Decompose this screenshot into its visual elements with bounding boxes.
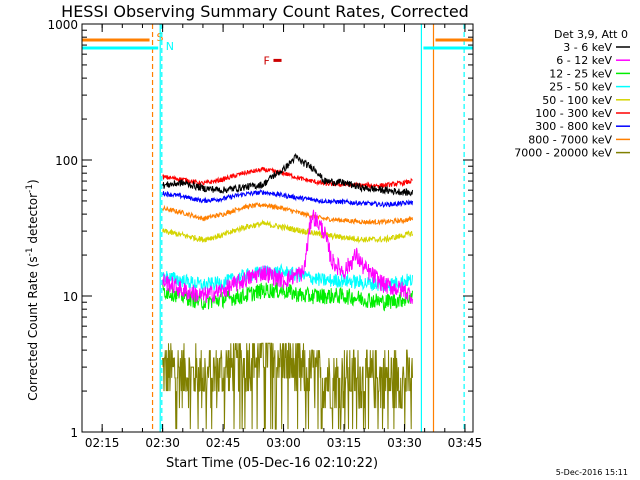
series-7 — [162, 201, 413, 226]
legend-label-8: 7000 - 20000 keV — [514, 147, 612, 160]
x-tick-label-3: 03:00 — [266, 436, 301, 450]
y-tick-label-2: 100 — [55, 154, 78, 168]
footer-timestamp: 5-Dec-2016 15:11 — [556, 468, 628, 477]
x-tick-label-0: 02:15 — [85, 436, 120, 450]
series-4 — [162, 219, 413, 244]
legend-label-3: 25 - 50 keV — [549, 81, 612, 94]
chart-title: HESSI Observing Summary Count Rates, Cor… — [61, 2, 469, 21]
att-label-n: N — [166, 40, 174, 53]
legend-label-7: 800 - 7000 keV — [528, 133, 612, 146]
series-5 — [162, 166, 413, 190]
series-0 — [162, 152, 413, 197]
legend-label-5: 100 - 300 keV — [535, 107, 612, 120]
y-axis-label-sup1: -1 — [25, 247, 35, 256]
x-tick-label-5: 03:30 — [387, 436, 422, 450]
series-1 — [162, 209, 413, 304]
legend-label-4: 50 - 100 keV — [542, 94, 612, 107]
y-axis-label-end: ) — [26, 179, 40, 184]
legend-label-0: 3 - 6 keV — [563, 41, 612, 54]
x-tick-label-4: 03:15 — [327, 436, 362, 450]
y-tick-label-3: 1000 — [47, 18, 78, 32]
y-axis-label-main: Corrected Count Rate (s — [26, 256, 40, 400]
legend-label-1: 6 - 12 keV — [556, 54, 612, 67]
series-8 — [162, 342, 413, 430]
y-axis-label-mid: detector — [26, 193, 40, 248]
legend-label-2: 12 - 25 keV — [549, 67, 612, 80]
legend-label-6: 300 - 800 keV — [535, 120, 612, 133]
flare-marker-label: F — [263, 54, 269, 67]
y-axis-label: Corrected Count Rate (s-1 detector-1) — [25, 179, 40, 400]
y-tick-label-0: 1 — [70, 426, 78, 440]
axes-group: 02:15 02:30 02:45 03:00 03:15 03:30 03:45 1 10 10… — [47, 18, 482, 450]
y-axis-label-sup2: -1 — [25, 184, 35, 193]
y-tick-label-1: 10 — [63, 290, 78, 304]
series-2 — [162, 282, 413, 312]
series-6 — [162, 188, 413, 208]
x-axis-label: Start Time (05-Dec-16 02:10:22) — [166, 456, 378, 471]
series-group — [162, 152, 413, 430]
x-tick-label-2: 02:45 — [206, 436, 241, 450]
x-tick-label-1: 02:30 — [145, 436, 180, 450]
plot-frame — [81, 23, 474, 433]
legend-title: Det 3,9, Att 0 — [554, 28, 628, 41]
x-tick-label-6: 03:45 — [448, 436, 483, 450]
marks-group: SNF — [82, 24, 473, 432]
